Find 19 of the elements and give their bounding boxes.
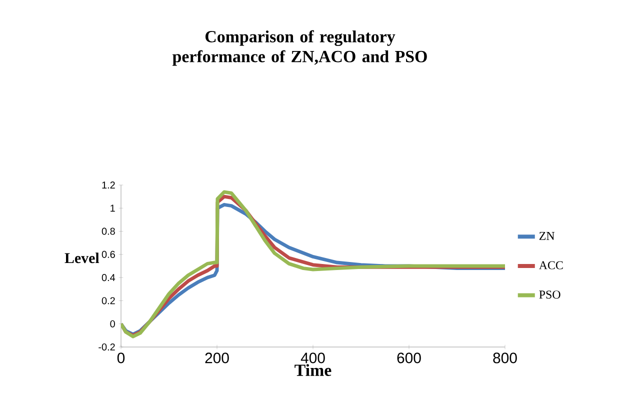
y-axis-title: Level [64,252,100,264]
x-tick-label: 0 [117,352,125,364]
y-tick-label: 0.2 [102,297,115,304]
chart-title: Comparison of regulatory performance of ZN,ACO and PSO [172,30,427,66]
x-tick-label: 600 [397,352,421,364]
x-tick-label: 200 [205,352,229,364]
y-tick-label: 1 [110,204,115,212]
y-tick-label: 0.8 [102,228,115,235]
legend-label: PSO [539,290,560,299]
y-tick-label: 1.2 [102,182,115,188]
y-tick-label: 0 [110,320,115,328]
legend-label: ACC [538,261,563,270]
x-tick-label: 400 [300,352,325,364]
y-tick-label: 0.6 [102,250,115,258]
x-tick-label: 800 [493,352,517,364]
legend-label: ZN [539,232,555,240]
y-tick-label: 0.4 [102,274,116,282]
x-axis-title: Time [294,364,332,376]
y-tick-label: -0.2 [98,343,115,351]
